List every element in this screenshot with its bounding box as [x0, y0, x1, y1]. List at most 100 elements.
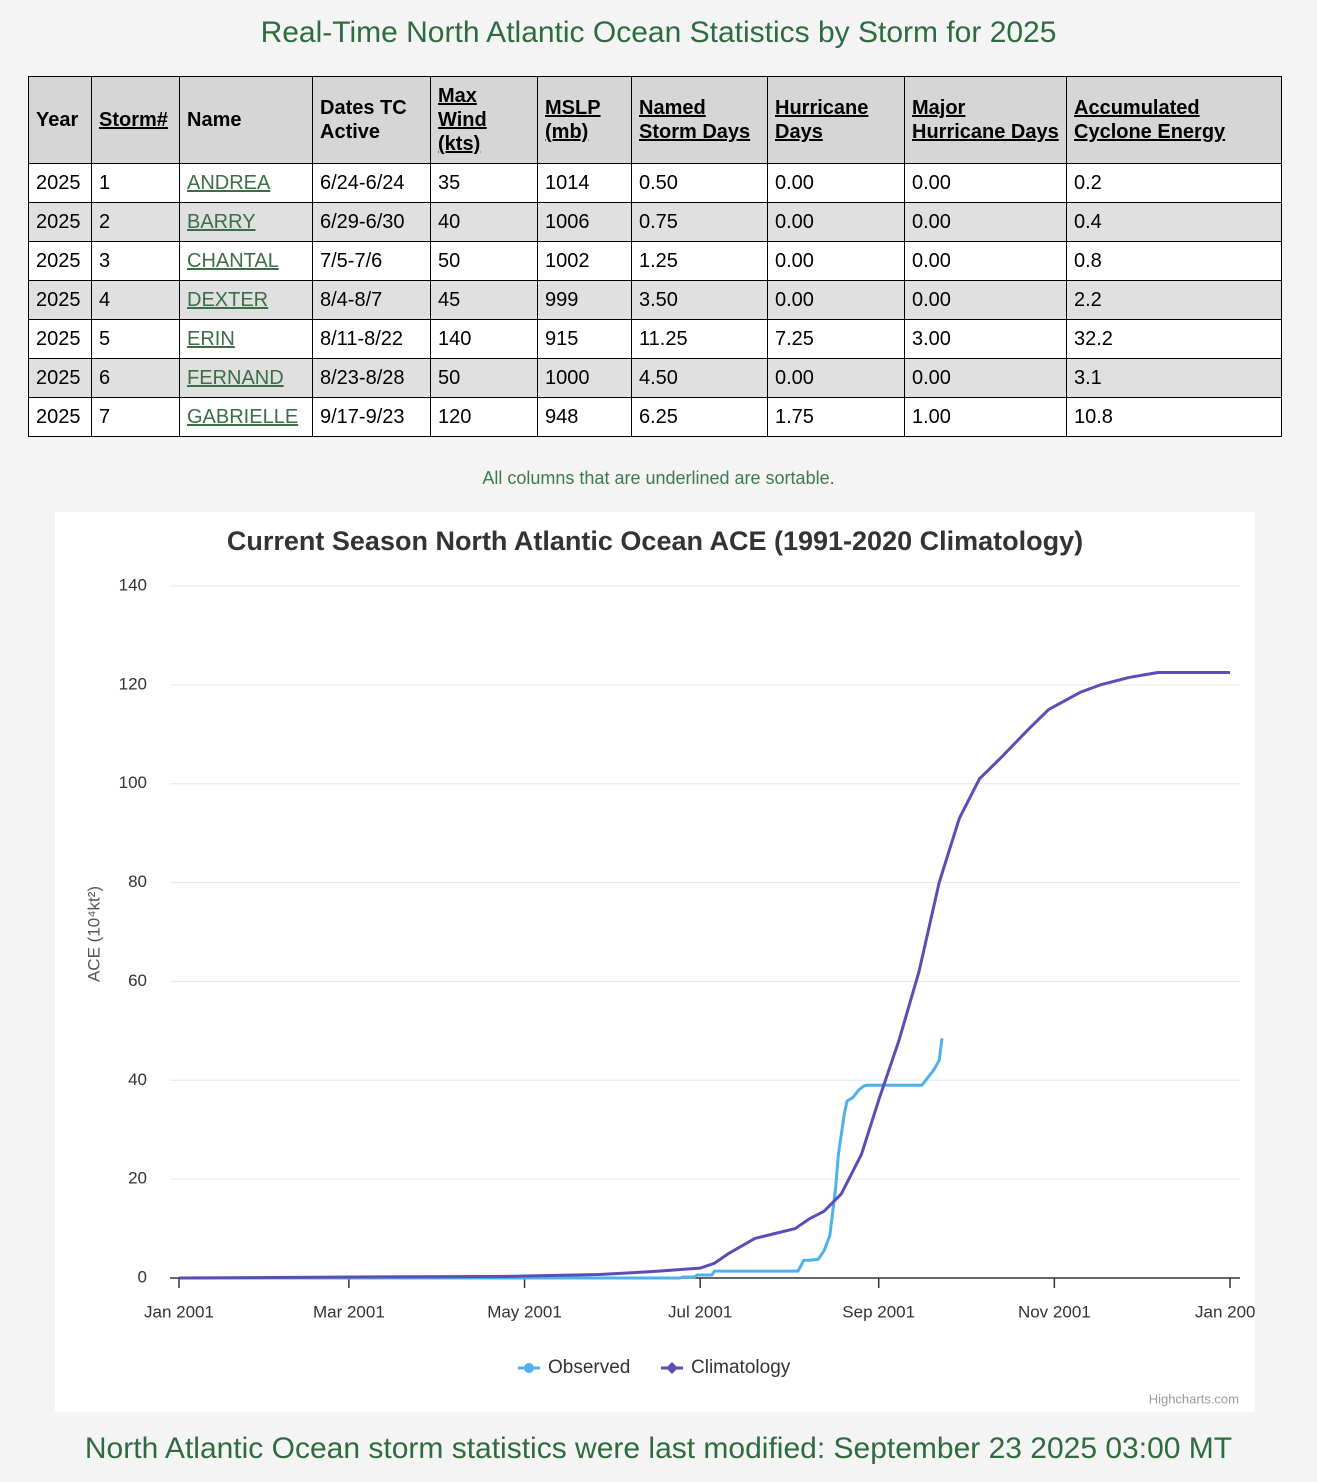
- table-cell: 0.4: [1066, 202, 1282, 242]
- table-cell: 1.25: [631, 241, 768, 281]
- table-cell: 4: [91, 280, 180, 320]
- table-cell: 0.00: [904, 280, 1067, 320]
- table-cell: 8/4-8/7: [312, 280, 431, 320]
- table-cell: 6: [91, 358, 180, 398]
- table-cell: 50: [430, 358, 538, 398]
- column-header-text[interactable]: Max Wind (kts): [438, 85, 487, 155]
- y-tick-label: 0: [138, 1267, 147, 1286]
- table-cell: 35: [430, 163, 538, 203]
- table-row: 2025 3 CHANTAL 7/5-7/6 50 1002 1.25 0.00 0.00 0.8: [28, 241, 1282, 281]
- table-cell: 2.2: [1066, 280, 1282, 320]
- table-cell: 0.00: [904, 202, 1067, 242]
- column-header: Accumulated Cyclone Energy: [1066, 76, 1282, 164]
- table-cell: 7/5-7/6: [312, 241, 431, 281]
- table-cell: 2025: [28, 358, 92, 398]
- table-cell: 32.2: [1066, 319, 1282, 359]
- y-tick-label: 120: [119, 674, 147, 693]
- table-cell: 1: [91, 163, 180, 203]
- table-cell: 0.00: [904, 358, 1067, 398]
- column-header: Hurricane Days: [767, 76, 905, 164]
- x-tick-label: Mar 2001: [313, 1302, 385, 1321]
- table-cell: 9/17-9/23: [312, 397, 431, 437]
- column-header: Major Hurricane Days: [904, 76, 1067, 164]
- table-cell: 0.2: [1066, 163, 1282, 203]
- table-cell: 1.00: [904, 397, 1067, 437]
- table-row: 2025 5 ERIN 8/11-8/22 140 915 11.25 7.25 3.00 32.…: [28, 319, 1282, 359]
- table-cell: 0.00: [767, 163, 905, 203]
- storm-link[interactable]: FERNAND: [187, 366, 284, 389]
- footer: North Atlantic Ocean storm statistics we…: [84, 1432, 1233, 1465]
- table-cell: ANDREA: [179, 163, 313, 203]
- column-header-text[interactable]: MSLP (mb): [545, 97, 601, 143]
- table-cell: 1006: [537, 202, 632, 242]
- table-cell: CHANTAL: [179, 241, 313, 281]
- table-row: 2025 4 DEXTER 8/4-8/7 45 999 3.50 0.00 0.00 2.2: [28, 280, 1282, 320]
- column-header-text[interactable]: Named Storm Days: [639, 97, 751, 143]
- storm-link[interactable]: BARRY: [187, 210, 256, 233]
- column-header-text[interactable]: Storm#: [99, 109, 168, 131]
- storm-link[interactable]: DEXTER: [187, 288, 269, 311]
- table-row: 2025 7 GABRIELLE 9/17-9/23 120 948 6.25 1.75 1.0…: [28, 397, 1282, 437]
- table-cell: 948: [537, 397, 632, 437]
- table-cell: 0.50: [631, 163, 768, 203]
- y-tick-label: 20: [128, 1169, 147, 1188]
- y-tick-label: 80: [128, 872, 147, 891]
- storm-link[interactable]: ANDREA: [187, 171, 271, 194]
- column-header-text: Dates TC Active: [320, 97, 407, 143]
- table-cell: 0.00: [767, 358, 905, 398]
- column-header: Max Wind (kts): [430, 76, 538, 164]
- table-cell: 140: [430, 319, 538, 359]
- table-cell: 45: [430, 280, 538, 320]
- table-cell: 999: [537, 280, 632, 320]
- table-cell: 6/24-6/24: [312, 163, 431, 203]
- table-cell: 6/29-6/30: [312, 202, 431, 242]
- table-cell: BARRY: [179, 202, 313, 242]
- x-tick-label: Jul 2001: [668, 1302, 732, 1321]
- table-cell: 7: [91, 397, 180, 437]
- table-cell: 10.8: [1066, 397, 1282, 437]
- storm-link[interactable]: ERIN: [187, 327, 235, 350]
- table-cell: 0.8: [1066, 241, 1282, 281]
- x-tick-label: May 2001: [487, 1302, 562, 1321]
- table-body: 2025 1 ANDREA 6/24-6/24 35 1014 0.50 0.00 0.00 0.…: [28, 163, 1282, 437]
- series-line: [178, 671, 1230, 1280]
- column-header: Name: [179, 76, 313, 164]
- header-row: Year Storm# Name Dates TC Active Max Wind (k…: [28, 76, 1282, 164]
- page-title: Real-Time North Atlantic Ocean Statistic…: [260, 16, 1057, 49]
- y-tick-label: 140: [119, 575, 147, 594]
- table-cell: 1.75: [767, 397, 905, 437]
- table-cell: 2025: [28, 319, 92, 359]
- legend-label: Climatology: [691, 1357, 791, 1378]
- storm-link[interactable]: CHANTAL: [187, 249, 279, 272]
- credit: Highcharts.com: [1149, 1391, 1239, 1406]
- table-cell: 2025: [28, 241, 92, 281]
- table-cell: 2: [91, 202, 180, 242]
- chart-title: Current Season North Atlantic Ocean ACE …: [227, 526, 1083, 556]
- column-header-text[interactable]: Major Hurricane Days: [912, 97, 1059, 143]
- table-cell: 0.00: [904, 163, 1067, 203]
- y-tick-label: 60: [128, 971, 147, 990]
- table-cell: 1002: [537, 241, 632, 281]
- table-cell: 4.50: [631, 358, 768, 398]
- chart-container: Current Season North Atlantic Ocean ACE …: [55, 512, 1265, 1412]
- column-header-text[interactable]: Hurricane Days: [775, 97, 869, 143]
- table-cell: 11.25: [631, 319, 768, 359]
- chart: Current Season North Atlantic Ocean ACE …: [84, 526, 1264, 1406]
- table-cell: 6.25: [631, 397, 768, 437]
- y-tick-label: 100: [119, 773, 147, 792]
- table-cell: 0.00: [904, 241, 1067, 281]
- storm-link[interactable]: GABRIELLE: [187, 405, 299, 428]
- note: All columns that are underlined are sort…: [482, 468, 835, 488]
- table-cell: GABRIELLE: [179, 397, 313, 437]
- table-row: 2025 2 BARRY 6/29-6/30 40 1006 0.75 0.00 0.00 0.4: [28, 202, 1282, 242]
- storm-table: Year Storm# Name Dates TC Active Max Wind (k…: [28, 76, 1282, 437]
- table-row: 2025 6 FERNAND 8/23-8/28 50 1000 4.50 0.00 0.00 3…: [28, 358, 1282, 398]
- x-tick-label: Jan 2001: [144, 1302, 214, 1321]
- table-cell: 0.00: [767, 241, 905, 281]
- table-row: 2025 1 ANDREA 6/24-6/24 35 1014 0.50 0.00 0.00 0.…: [28, 163, 1282, 203]
- column-header-text[interactable]: Accumulated Cyclone Energy: [1074, 97, 1226, 143]
- table-cell: 8/23-8/28: [312, 358, 431, 398]
- column-header-text: Year: [36, 109, 79, 131]
- legend-marker: [666, 1362, 678, 1374]
- column-header: Dates TC Active: [312, 76, 431, 164]
